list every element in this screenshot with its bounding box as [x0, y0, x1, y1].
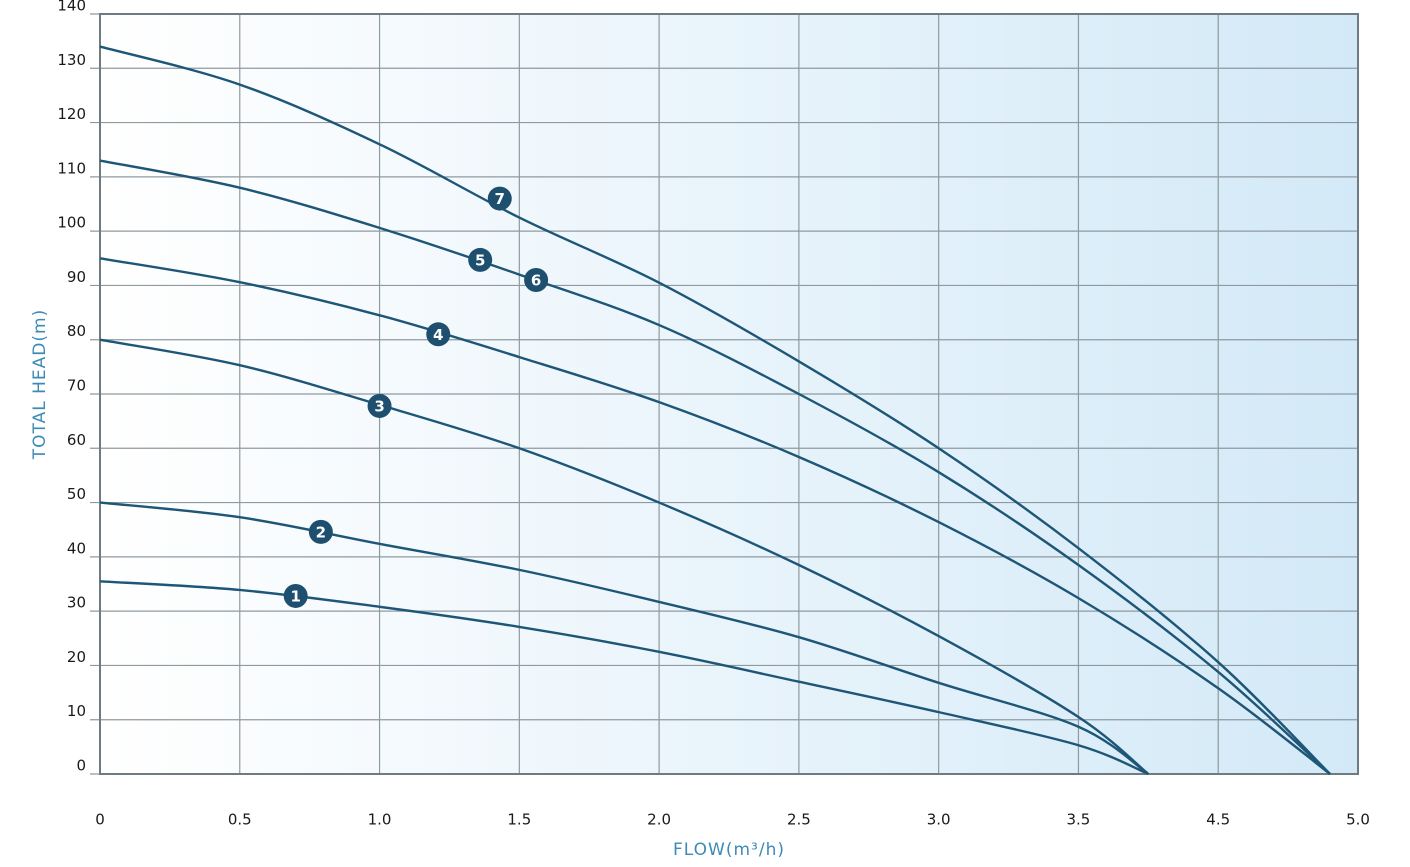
x-tick-label: 0	[95, 811, 105, 829]
x-tick-label: 0.5	[228, 811, 252, 829]
x-tick-label: 3.0	[927, 811, 951, 829]
curve-badge: 6	[524, 268, 549, 292]
x-tick-label: 2.0	[647, 811, 671, 829]
curve-badge: 7	[487, 186, 512, 211]
y-tick-label: 110	[57, 159, 86, 177]
y-tick-label: 90	[67, 268, 86, 286]
x-tick-label: 2.5	[787, 811, 811, 829]
curve-badge: 4	[426, 322, 451, 347]
pump-curve	[99, 501, 1150, 775]
y-tick-label: 30	[67, 594, 86, 612]
curve-badge: 2	[308, 519, 333, 544]
y-tick-label: 140	[57, 0, 86, 15]
badge-label: 3	[374, 397, 384, 415]
badge-label: 5	[475, 251, 485, 269]
y-tick-label: 50	[67, 485, 86, 503]
x-tick-label: 1.5	[507, 811, 531, 829]
badge-circle	[367, 393, 392, 418]
badge-circle	[308, 519, 333, 544]
plot-border	[99, 13, 1359, 775]
pump-curve	[99, 257, 1331, 775]
badge-label: 7	[495, 190, 505, 208]
badge-label: 4	[433, 326, 443, 344]
x-tick-label: 5.0	[1346, 811, 1370, 829]
badge-circle	[283, 583, 308, 608]
x-axis-title: FLOW(m³/h)	[673, 840, 785, 860]
y-tick-label: 60	[67, 431, 86, 449]
y-tick-label: 20	[67, 648, 86, 666]
y-tick-label: 0	[76, 757, 86, 775]
badge-label: 1	[290, 587, 300, 605]
pump-curve	[99, 338, 1150, 775]
y-tick-label: 70	[67, 377, 86, 395]
badge-circle	[487, 186, 512, 211]
y-axis-title: TOTAL HEAD(m)	[30, 309, 50, 460]
pump-curve	[99, 580, 1149, 776]
badge-label: 6	[531, 272, 541, 290]
badge-circle	[426, 322, 451, 347]
y-tick-label: 40	[67, 539, 86, 557]
curve-badge: 3	[367, 393, 392, 418]
badge-circle	[468, 247, 493, 272]
x-tick-label: 4.5	[1206, 811, 1230, 829]
pump-curve	[99, 159, 1331, 775]
y-tick-label: 10	[67, 702, 86, 720]
curve-badge: 5	[468, 247, 493, 272]
badge-label: 2	[316, 523, 326, 541]
y-tick-label: 80	[67, 322, 86, 340]
badge-circle	[524, 268, 549, 292]
x-tick-label: 3.5	[1067, 811, 1091, 829]
y-tick-label: 130	[57, 51, 86, 69]
pump-curve	[99, 45, 1331, 775]
curve-badge: 1	[283, 583, 308, 608]
y-tick-label: 100	[57, 214, 86, 232]
x-tick-label: 1.0	[368, 811, 392, 829]
y-tick-label: 120	[57, 105, 86, 123]
